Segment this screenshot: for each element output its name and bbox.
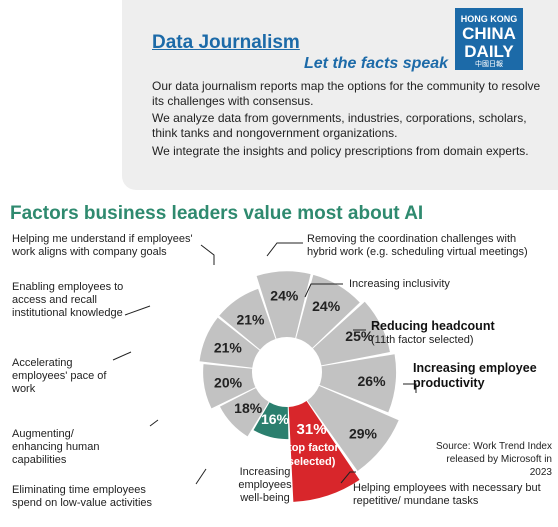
label-slice-9: Increasing inclusivity	[349, 278, 450, 290]
wedge-10	[253, 402, 289, 440]
leader-line-1	[340, 471, 356, 484]
leader-line-8	[304, 283, 343, 298]
value-note-0-0: (top factor	[284, 442, 339, 454]
value-label-1: 29%	[349, 425, 378, 441]
section-title: Data Journalism	[152, 32, 300, 53]
wedge-5	[256, 271, 311, 339]
value-label-5: 24%	[270, 287, 299, 303]
wedge-8	[203, 364, 256, 409]
label-slice-2: Increasing employees well-being	[238, 466, 292, 504]
label-slice-5: Accelerating employees' pace of work	[12, 357, 107, 395]
label-slice-0: Increasing employee productivity	[413, 361, 537, 390]
wedge-3	[312, 301, 390, 366]
leader-line-3	[149, 419, 159, 427]
value-label-9: 18%	[234, 400, 263, 416]
wedge-4	[296, 274, 360, 348]
value-label-2: 26%	[358, 373, 387, 389]
wedge-6	[219, 288, 276, 350]
value-label-6: 21%	[236, 311, 265, 327]
value-label-10: 16%	[261, 411, 290, 427]
wedge-9	[219, 388, 269, 437]
intro-paragraph-2: We analyze data from governments, indust…	[152, 111, 527, 140]
intro-paragraph-1: Our data journalism reports map the opti…	[152, 79, 541, 108]
value-note-0-1: selected)	[288, 456, 336, 468]
wedge-2	[319, 354, 397, 413]
value-label-4: 24%	[312, 298, 341, 314]
leader-line-6	[200, 244, 215, 265]
label-slice-1: Helping employees with necessary but rep…	[353, 482, 541, 507]
leader-line-2	[195, 468, 207, 485]
value-label-0: 31%	[297, 421, 327, 438]
label-slice-8: Removing the coordination challenges wit…	[307, 233, 528, 258]
source-note: Source: Work Trend Index released by Mic…	[436, 441, 552, 478]
leader-line-7	[266, 242, 303, 257]
chart-title: Factors business leaders value most abou…	[10, 203, 424, 224]
intro-paragraph-3: We integrate the insights and policy pre…	[152, 144, 529, 158]
leader-line-5	[124, 305, 151, 316]
wedge-0	[288, 401, 360, 502]
china-daily-logo: HONG KONG CHINA DAILY 中國日報	[455, 8, 523, 70]
value-label-8: 20%	[214, 375, 243, 391]
label-slice-10-note: (11th factor selected)	[371, 334, 474, 346]
label-slice-6: Enabling employees to access and recall …	[12, 281, 124, 319]
label-slice-3: Eliminating time employees spend on low-…	[12, 484, 153, 509]
value-label-3: 25%	[345, 328, 374, 344]
label-slice-10: Reducing headcount (11th factor selected…	[371, 319, 541, 347]
label-slice-4: Augmenting/ enhancing human capabilities	[12, 428, 100, 466]
tagline: Let the facts speak	[304, 55, 449, 72]
leader-line-0	[403, 383, 417, 393]
wedge-1	[307, 385, 399, 471]
label-slice-7: Helping me understand if employees' work…	[12, 233, 193, 258]
value-label-7: 21%	[214, 339, 243, 355]
leader-line-4	[112, 351, 132, 361]
wedge-7	[199, 317, 260, 368]
